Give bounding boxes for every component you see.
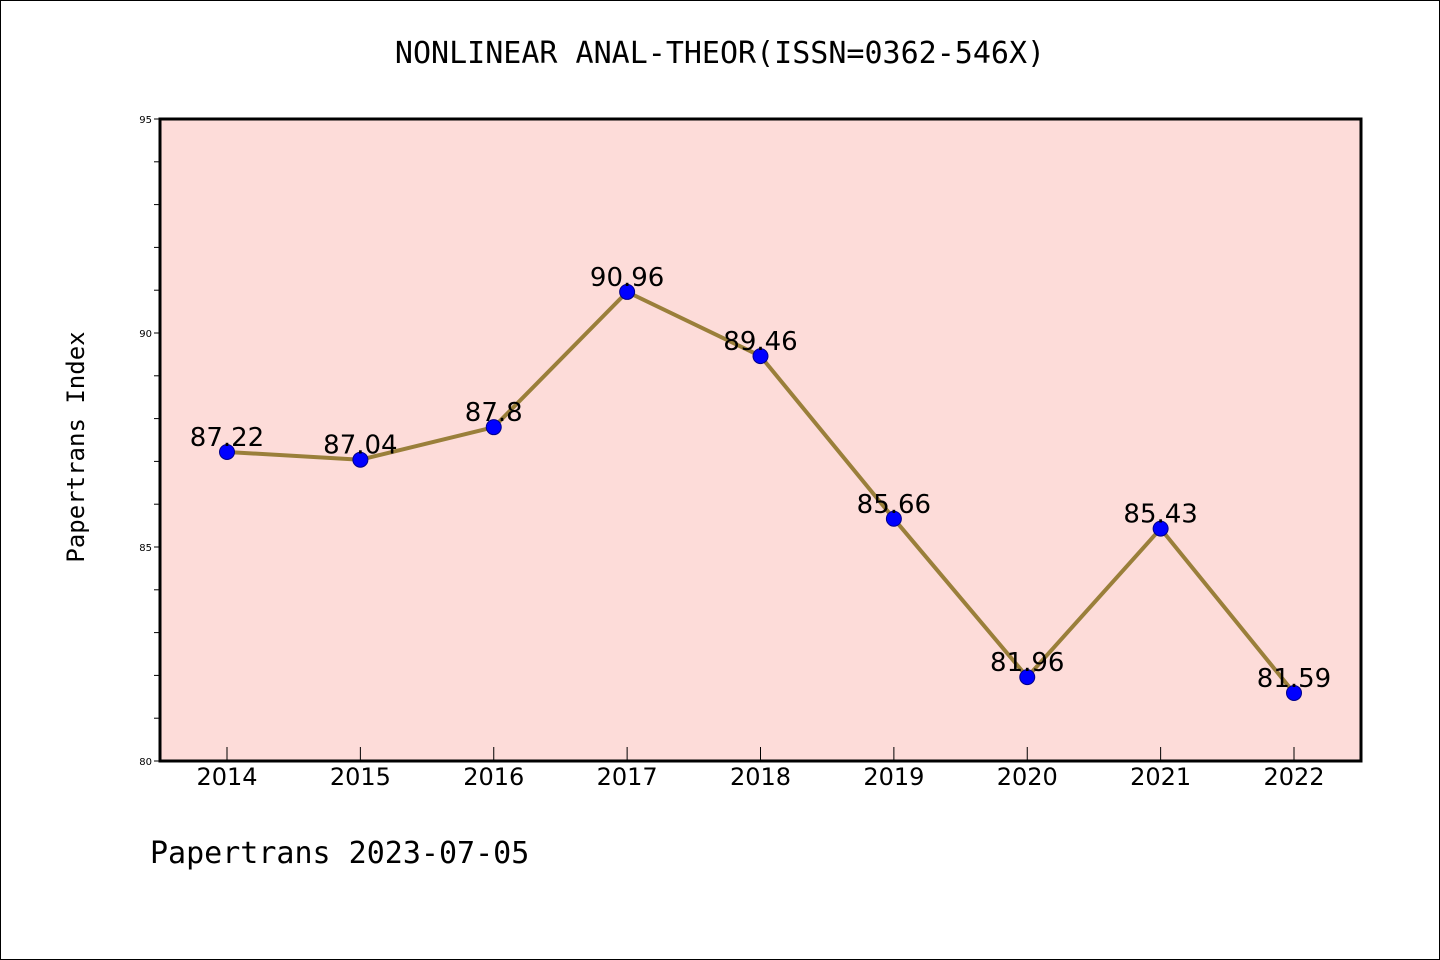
- data-point: [752, 348, 769, 365]
- y-tick-label: 95: [139, 115, 152, 126]
- series-group: 87.22 87.04 87.8 90.96 89.46 85.66 81.96 85.43 8…: [190, 263, 1331, 701]
- data-point: [1152, 520, 1169, 537]
- data-label: 89.46: [723, 327, 797, 357]
- y-tick-label: 90: [139, 329, 152, 340]
- data-label: 87.22: [190, 423, 264, 453]
- y-tick-label: 80: [139, 757, 152, 768]
- chart-title: NONLINEAR ANAL-THEOR(ISSN=0362-546X): [394, 36, 1046, 71]
- data-label: 85.43: [1123, 500, 1197, 530]
- x-tick-label: 2016: [463, 763, 524, 791]
- data-label: 87.8: [465, 398, 523, 428]
- x-tick-label: 2015: [330, 763, 391, 791]
- x-tick-label: 2014: [196, 763, 257, 791]
- x-tick-label: 2018: [730, 763, 791, 791]
- data-label: 90.96: [590, 263, 664, 293]
- data-label: 81.59: [1257, 664, 1331, 694]
- x-axis: 2014 2015 2016 2017 2018 2019 2020 2021 2022: [196, 747, 1325, 791]
- x-tick-label: 2022: [1263, 763, 1324, 791]
- data-point: [619, 283, 636, 300]
- x-tick-label: 2017: [597, 763, 658, 791]
- data-point: [1019, 669, 1036, 686]
- data-point: [485, 419, 502, 436]
- data-label: 85.66: [857, 490, 931, 520]
- data-point: [885, 510, 902, 527]
- x-tick-label: 2019: [863, 763, 924, 791]
- plot-area: [158, 117, 1363, 763]
- x-tick-label: 2021: [1130, 763, 1191, 791]
- data-point: [219, 443, 235, 460]
- footer-caption: Papertrans 2023-07-05: [150, 836, 530, 871]
- data-label: 81.96: [990, 648, 1064, 678]
- data-point: [352, 451, 369, 468]
- y-axis: 80 85 90 95: [139, 115, 160, 768]
- data-label: 87.04: [323, 431, 397, 461]
- x-tick-label: 2020: [997, 763, 1058, 791]
- y-tick-label: 85: [139, 543, 152, 554]
- data-point: [1286, 684, 1302, 701]
